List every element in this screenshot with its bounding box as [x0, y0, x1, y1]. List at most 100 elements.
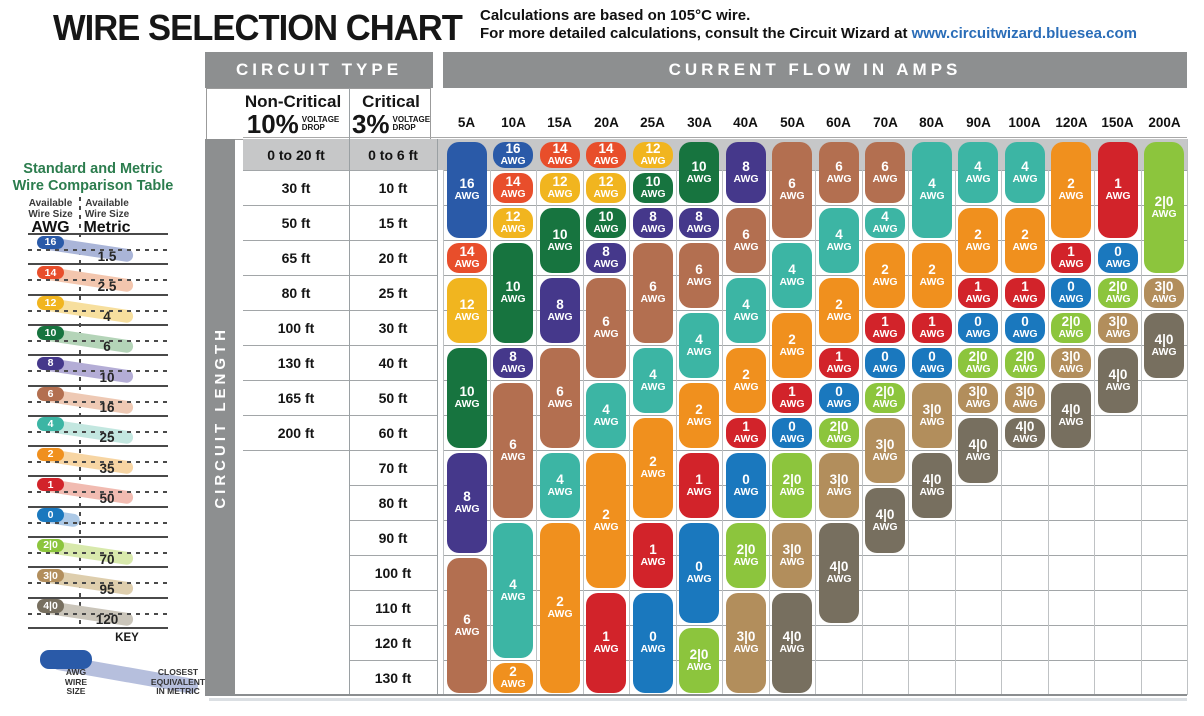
- pill-awg-unit: AWG: [593, 188, 619, 200]
- pill-awg-unit: AWG: [872, 450, 898, 463]
- key-title: KEY: [115, 632, 139, 644]
- wire-pill: 10 AWG: [633, 172, 673, 203]
- wire-pill: 4|0 AWG: [819, 522, 859, 623]
- row-label-critical: 100 ft: [374, 564, 412, 581]
- pill-awg-unit: AWG: [547, 398, 573, 410]
- pill-awg-value: 2: [835, 296, 843, 312]
- pill-awg-value: 14: [552, 141, 568, 156]
- wire-pill: 10 AWG: [679, 141, 719, 203]
- metric-value: 16: [99, 400, 115, 415]
- comparison-separator-solid: [28, 505, 168, 508]
- pill-awg-value: 4|0: [829, 559, 849, 574]
- pill-awg-value: 0: [928, 349, 936, 364]
- metric-value: 2.5: [97, 278, 117, 294]
- pill-awg-unit: AWG: [547, 240, 573, 253]
- metric-value: 4: [103, 309, 111, 325]
- pill-awg-value: 1: [835, 349, 843, 364]
- wire-pill: 2 AWG: [493, 662, 533, 693]
- pill-awg-unit: AWG: [919, 415, 945, 428]
- wire-pill: 12 AWG: [540, 172, 580, 203]
- pill-awg-value: 2: [788, 331, 796, 347]
- pill-awg-value: 3|0: [1154, 279, 1174, 294]
- amp-column-label: 10A: [501, 114, 526, 130]
- pill-awg-value: 4|0: [1061, 401, 1081, 417]
- wire-pill: 1 AWG: [633, 522, 673, 588]
- circuit-wizard-link[interactable]: www.circuitwizard.bluesea.com: [911, 25, 1137, 42]
- key-awg-pill: [40, 650, 92, 669]
- pill-awg-unit: AWG: [686, 223, 712, 235]
- awg-pill: 3|0: [37, 568, 64, 583]
- pill-awg-value: 2|0: [736, 541, 756, 557]
- comparison-separator-solid: [28, 293, 168, 296]
- pill-awg-value: 10: [598, 209, 614, 224]
- gridline-h: [349, 415, 437, 416]
- pill-awg-value: 4: [974, 158, 982, 174]
- pill-awg-value: 1: [695, 471, 703, 487]
- wire-pill: 0 AWG: [633, 592, 673, 693]
- gridline-v: [1001, 170, 1002, 695]
- awg-pill: 0: [37, 508, 64, 522]
- pill-awg-value: 6: [835, 158, 843, 174]
- wire-pill: 0 AWG: [679, 522, 719, 623]
- critical-header: Critical 3% VOLTAGE DROP: [352, 89, 430, 139]
- non-critical-title: Non-Critical: [244, 92, 342, 111]
- wire-pill: 4 AWG: [772, 242, 812, 308]
- pill-awg-value: 12: [505, 209, 521, 224]
- pill-awg-value: 2: [974, 226, 982, 242]
- wire-pill: 6 AWG: [726, 207, 766, 273]
- gridline-h: [349, 520, 437, 521]
- pill-awg-unit: AWG: [826, 310, 852, 323]
- wire-pill: 2|0 AWG: [726, 522, 766, 588]
- row-label-non-critical: 130 ft: [277, 354, 315, 371]
- key-left-label: AWG WIRE SIZE: [64, 667, 88, 696]
- pill-awg-unit: AWG: [593, 643, 619, 655]
- gridline-h: [243, 380, 349, 381]
- pill-awg-value: 3|0: [875, 436, 895, 452]
- subtitle: Calculations are based on 105°C wire. Fo…: [480, 7, 1137, 43]
- row-label-critical: 30 ft: [378, 319, 408, 336]
- row-label-non-critical: 165 ft: [277, 389, 315, 406]
- wire-pill: 2 AWG: [772, 312, 812, 378]
- pill-awg-unit: AWG: [733, 433, 759, 445]
- wire-pill: 12 AWG: [633, 141, 673, 168]
- wire-pill: 2|0 AWG: [1051, 312, 1091, 343]
- wire-pill: 0 AWG: [958, 312, 998, 343]
- pill-awg-value: 2: [509, 664, 517, 679]
- amp-column-label: 90A: [966, 114, 991, 130]
- awg-pill: 4: [37, 417, 64, 431]
- comparison-separator-solid: [28, 566, 168, 569]
- wire-pill: 2|0 AWG: [679, 627, 719, 693]
- row-label-critical: 40 ft: [378, 354, 408, 371]
- pill-awg-unit: AWG: [965, 328, 991, 340]
- pill-awg-value: 2|0: [829, 419, 849, 434]
- pill-awg-unit: AWG: [686, 415, 712, 428]
- pill-awg-unit: AWG: [454, 310, 480, 323]
- pill-awg-value: 4: [695, 331, 703, 347]
- comparison-separator-solid: [28, 323, 168, 326]
- wire-pill: 2|0 AWG: [958, 347, 998, 378]
- comparison-separator-dashed: [28, 461, 168, 464]
- pill-awg-unit: AWG: [826, 485, 852, 498]
- pill-awg-value: 2: [881, 261, 889, 277]
- wire-pill: 12 AWG: [447, 277, 487, 343]
- amp-column-label: 100A: [1008, 114, 1041, 130]
- pill-awg-unit: AWG: [733, 310, 759, 323]
- wire-pill: 1 AWG: [912, 312, 952, 343]
- comparison-separator-dashed: [28, 552, 168, 554]
- pill-awg-value: 4: [602, 401, 610, 417]
- wire-pill: 2 AWG: [540, 522, 580, 693]
- pill-awg-value: 8: [556, 296, 564, 312]
- row-label-non-critical: 0 to 20 ft: [267, 146, 325, 163]
- gridline-h: [349, 660, 437, 661]
- pill-awg-unit: AWG: [640, 468, 666, 480]
- voltage-drop-box: Non-Critical 10% VOLTAGE DROP Critical 3%…: [206, 88, 431, 140]
- pill-awg-unit: AWG: [1105, 190, 1131, 202]
- wire-pill: 10 AWG: [493, 242, 533, 343]
- awg-pill: 2|0: [37, 538, 64, 552]
- wire-pill: 10 AWG: [447, 347, 487, 448]
- comparison-separator-solid: [28, 384, 168, 387]
- awg-pill: 4|0: [37, 599, 64, 613]
- gridline-v: [769, 170, 770, 695]
- pill-awg-unit: AWG: [826, 398, 852, 410]
- pill-awg-value: 10: [645, 174, 661, 189]
